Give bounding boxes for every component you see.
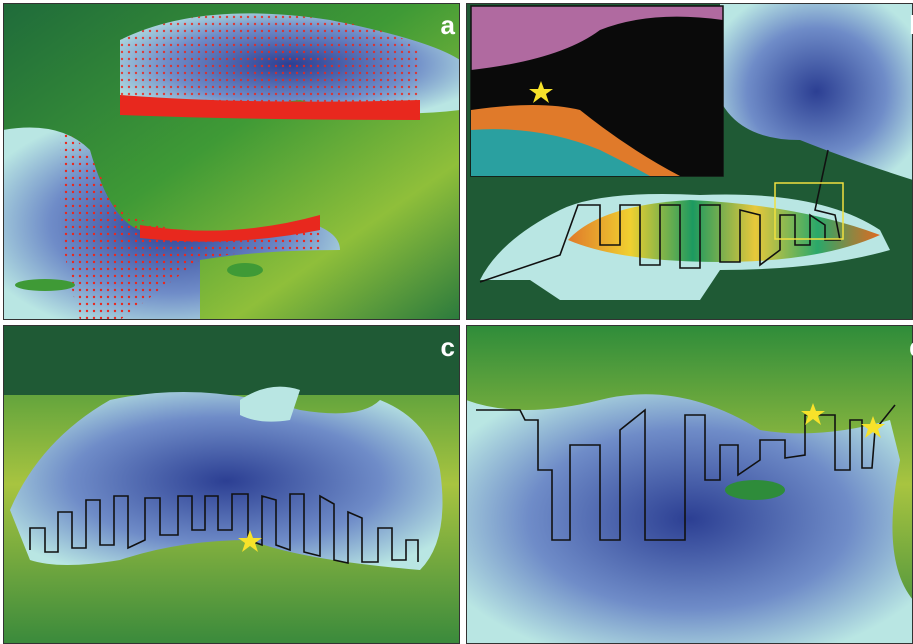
mediterranean [466, 394, 913, 644]
north-land [3, 325, 460, 395]
cyprus [725, 480, 785, 500]
cyprus [227, 263, 263, 277]
panel-label: c [441, 332, 455, 362]
page: {"panels":[{"label":"a"},{"label":"b"},{… [0, 0, 913, 644]
panel-a [3, 3, 460, 320]
panel-c [3, 325, 460, 644]
panel-b [466, 3, 913, 320]
panel-label: b [909, 10, 913, 40]
panel-d [466, 325, 913, 644]
panel-label: a [441, 10, 456, 40]
crete [15, 279, 75, 291]
panel-label: d [909, 332, 913, 362]
figure: a b c d [0, 0, 913, 644]
